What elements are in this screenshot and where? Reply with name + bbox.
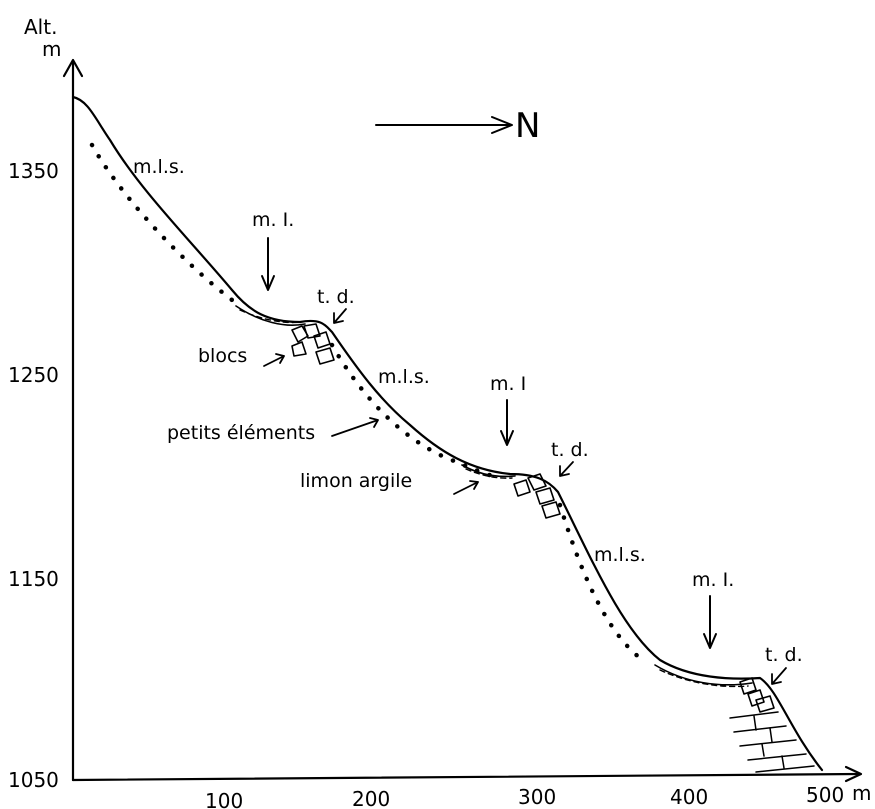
- label-mi: m. I.: [692, 569, 734, 591]
- label-td: t. d.: [551, 439, 589, 461]
- y-tick-label: 1350: [8, 159, 59, 183]
- y-axis-arrowhead: [62, 58, 84, 78]
- x-axis-unit: m: [852, 781, 871, 805]
- label-mi: m. I.: [252, 209, 294, 231]
- down-arrowhead: [703, 633, 717, 649]
- y-tick-label: 1050: [8, 768, 59, 792]
- x-tick-label: 200: [352, 787, 390, 809]
- x-axis-arrowhead: [844, 765, 863, 783]
- y-tick-label: 1150: [8, 567, 59, 591]
- limon-lens: [654, 664, 753, 688]
- blocs-arrow: [263, 353, 285, 367]
- label-td: t. d.: [765, 644, 803, 666]
- limon-argile-arrow: [453, 480, 479, 495]
- td-arrow: [559, 461, 574, 477]
- down-arrowhead: [500, 430, 514, 446]
- north-label: N: [515, 106, 540, 146]
- down-arrowhead: [261, 275, 275, 291]
- x-tick-label: 500: [806, 783, 844, 807]
- label-mls: m.l.s.: [378, 366, 430, 388]
- x-tick-label: 300: [518, 785, 556, 809]
- y-axis-unit: m: [42, 37, 61, 61]
- td-arrow: [771, 667, 787, 685]
- label-petits-elements: petits éléments: [167, 422, 315, 444]
- label-mls: m.l.s.: [594, 544, 646, 566]
- bedrock-strata: [729, 711, 815, 773]
- x-tick-label: 400: [670, 785, 708, 809]
- td-arrow: [333, 308, 347, 324]
- label-blocs: blocs: [198, 345, 247, 367]
- ground-profile-line: [71, 95, 824, 772]
- y-axis-title: Alt.: [24, 15, 57, 39]
- blocks-cluster: [739, 677, 775, 713]
- north-arrowhead: [491, 116, 513, 134]
- label-mls: m.l.s.: [133, 156, 185, 178]
- substratum-dotted-line: [89, 142, 643, 661]
- x-tick-label: 100: [205, 789, 243, 809]
- x-axis: [71, 772, 860, 782]
- petits-elements-arrow: [331, 417, 379, 437]
- y-tick-label: 1250: [8, 363, 59, 387]
- blocks-cluster: [513, 473, 561, 519]
- label-td: t. d.: [317, 286, 355, 308]
- label-limon-argile: limon argile: [300, 470, 412, 492]
- label-mi: m. I: [490, 373, 526, 395]
- limon-lens: [235, 305, 306, 326]
- blocks-cluster: [291, 323, 335, 365]
- limon-lens: [461, 464, 516, 479]
